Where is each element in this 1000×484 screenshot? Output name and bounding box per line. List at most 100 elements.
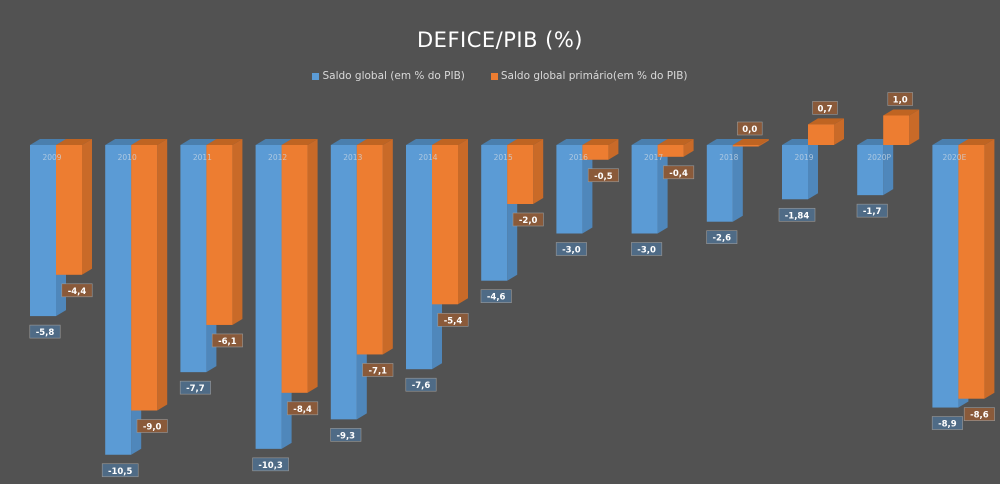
data-label-box	[330, 428, 362, 442]
data-label-saldo-global-2010: -10,5	[101, 463, 139, 478]
data-label-text: 0,0	[742, 125, 757, 135]
data-label-text: -7,6	[412, 381, 431, 391]
data-label-text: -10,3	[258, 461, 283, 471]
bar-side-face	[608, 139, 619, 160]
bar-front-face	[30, 145, 56, 317]
bar-top-face	[406, 139, 442, 145]
legend: Saldo global (em % do PIB) Saldo global …	[0, 70, 1000, 82]
data-label-box	[737, 121, 763, 136]
bar-saldo-primario-2009	[56, 139, 92, 275]
data-label-text: -6,1	[218, 337, 237, 347]
bar-top-face	[432, 139, 468, 145]
category-label-2013: 2013	[343, 153, 362, 162]
bar-top-face	[631, 139, 668, 145]
category-label-2014: 2014	[418, 153, 437, 162]
bar-top-face	[206, 139, 243, 145]
bar-side-face	[82, 139, 92, 275]
bar-top-face	[932, 139, 969, 145]
data-label-text: -8,4	[293, 405, 312, 415]
bar-front-face	[206, 145, 233, 325]
data-label-saldo-global-2018: -2,6	[706, 230, 738, 244]
data-label-saldo-primario-2018: 0,0	[737, 121, 763, 136]
legend-item-saldo-primario: Saldo global primário(em % do PIB)	[490, 70, 688, 82]
data-label-box	[631, 242, 663, 256]
bar-front-face	[356, 145, 383, 355]
data-label-saldo-global-2013: -9,3	[330, 428, 362, 442]
bar-top-face	[481, 139, 518, 145]
data-label-saldo-global-2020E: -8,9	[931, 416, 963, 430]
category-label-2011: 2011	[193, 153, 212, 162]
data-label-box	[706, 230, 738, 244]
bar-top-face	[131, 139, 168, 145]
bar-front-face	[131, 145, 158, 411]
bar-front-face	[281, 145, 308, 393]
data-label-saldo-global-2012: -10,3	[252, 457, 289, 472]
legend-label-saldo-global: Saldo global (em % do PIB)	[322, 70, 465, 82]
legend-swatch-saldo-primario	[490, 72, 498, 80]
bar-side-face	[984, 139, 995, 399]
data-label-box	[778, 207, 816, 222]
data-label-text: -3,0	[637, 246, 656, 256]
bar-saldo-primario-2011	[206, 139, 243, 325]
bar-saldo-primario-2015	[507, 139, 544, 204]
bar-top-face	[958, 139, 995, 145]
bar-side-face	[157, 139, 168, 411]
bar-front-face	[857, 145, 884, 196]
bar-side-face	[683, 139, 694, 157]
data-label-box	[211, 333, 243, 348]
bar-side-face	[382, 139, 393, 355]
legend-item-saldo-global: Saldo global (em % do PIB)	[312, 70, 465, 82]
data-label-saldo-primario-2016: -0,5	[587, 168, 619, 183]
bar-top-face	[56, 139, 92, 145]
bar-saldo-primario-2017	[657, 139, 694, 157]
data-label-saldo-primario-2017: -0,4	[663, 165, 695, 180]
data-label-text: -2,0	[519, 216, 538, 226]
data-label-saldo-primario-2011: -6,1	[211, 333, 243, 348]
data-label-saldo-primario-2014: -5,4	[437, 312, 469, 327]
category-label-2020E: 2020E	[942, 153, 966, 162]
data-label-saldo-primario-2012: -8,4	[287, 401, 319, 416]
data-label-text: -0,4	[669, 169, 688, 179]
data-label-box	[963, 407, 995, 422]
bar-front-face	[105, 145, 132, 455]
data-label-text: -1,7	[863, 207, 882, 217]
legend-label-saldo-primario: Saldo global primário(em % do PIB)	[500, 70, 688, 82]
bar-front-face	[958, 145, 985, 399]
category-label-2017: 2017	[644, 153, 663, 162]
data-label-text: -10,5	[108, 467, 133, 477]
data-label-saldo-global-2020P: -1,7	[856, 203, 888, 218]
bar-top-face	[582, 139, 619, 145]
data-label-text: -7,7	[186, 384, 205, 394]
data-label-box	[437, 312, 469, 327]
bar-front-face	[507, 145, 534, 204]
data-label-box	[29, 324, 61, 339]
data-label-text: -0,5	[594, 172, 613, 182]
bar-front-face	[255, 145, 282, 449]
bar-saldo-primario-2018	[732, 139, 769, 147]
bar-side-face	[533, 139, 544, 204]
category-label-2019: 2019	[794, 153, 813, 162]
bar-saldo-global-2017	[631, 139, 668, 234]
bar-saldo-primario-2020E	[958, 139, 995, 399]
bar-top-face	[30, 139, 66, 145]
bar-front-face	[808, 124, 834, 145]
data-label-saldo-global-2017: -3,0	[631, 242, 663, 256]
bar-front-face	[883, 115, 910, 145]
data-label-text: -3,0	[562, 246, 581, 256]
bar-side-face	[232, 139, 243, 325]
data-label-saldo-primario-2010: -9,0	[136, 419, 168, 433]
category-label-2015: 2015	[494, 153, 513, 162]
bar-front-face	[432, 145, 458, 305]
category-label-2009: 2009	[42, 153, 61, 162]
bar-saldo-primario-2014	[432, 139, 468, 305]
bar-front-face	[932, 145, 959, 408]
data-label-saldo-primario-2019: 0,7	[812, 101, 838, 115]
bar-saldo-global-2020P	[857, 139, 894, 196]
data-label-text: -4,4	[68, 287, 87, 297]
bar-front-face	[180, 145, 207, 373]
bar-front-face	[657, 145, 684, 157]
bar-side-face	[732, 139, 743, 222]
data-label-box	[179, 380, 211, 395]
bar-top-face	[105, 139, 142, 145]
bar-front-face	[330, 145, 357, 420]
